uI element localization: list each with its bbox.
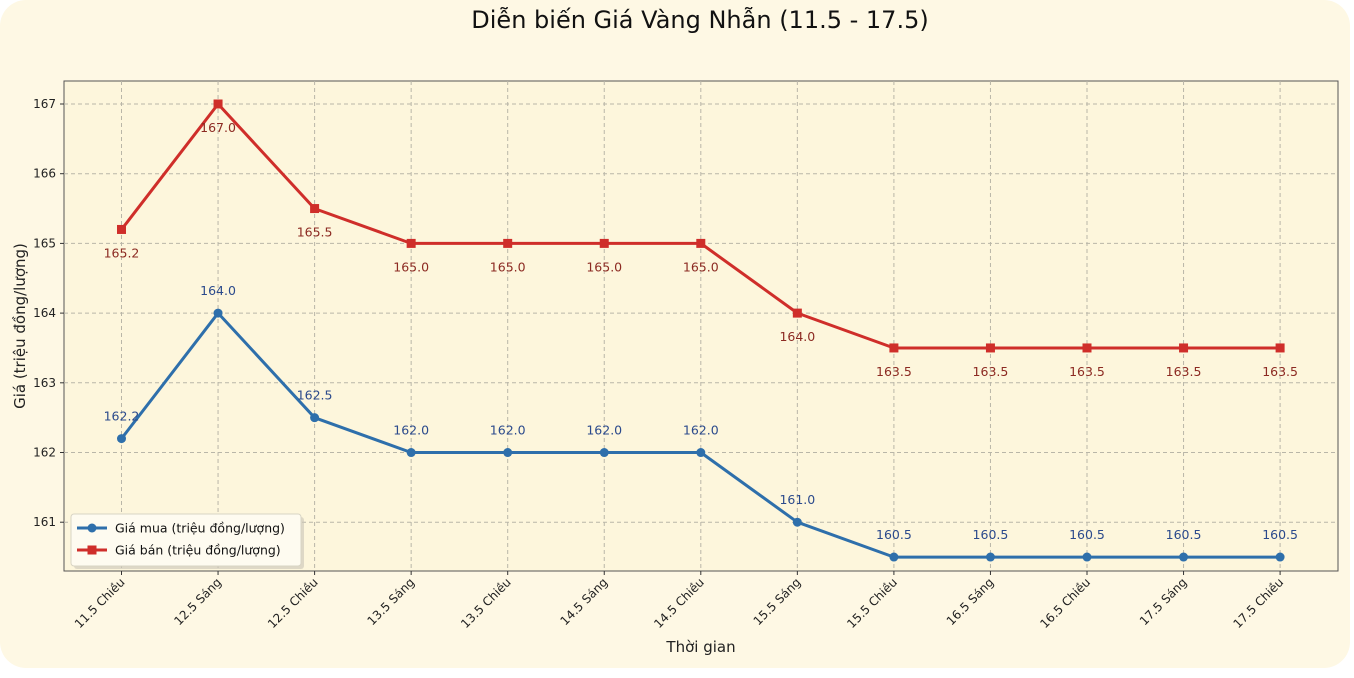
buy-data-label: 162.0 [393, 423, 429, 438]
x-tick-label: 16.5 Chiều [1037, 575, 1093, 631]
sell-data-label: 163.5 [973, 364, 1009, 379]
buy-data-label: 164.0 [200, 283, 236, 298]
sell-price-point [1275, 343, 1285, 353]
x-tick-label: 17.5 Sáng [1137, 575, 1190, 628]
sell-price-point [406, 238, 416, 248]
x-tick-label: 13.5 Chiều [458, 575, 514, 631]
x-axis-title: Thời gian [665, 638, 735, 656]
x-tick-label: 15.5 Chiều [844, 575, 900, 631]
sell-price-point [310, 204, 320, 214]
buy-price-point [985, 552, 995, 562]
y-tick-label: 161 [33, 515, 56, 529]
x-tick-label: 14.5 Sáng [558, 575, 611, 628]
buy-data-label: 160.5 [1166, 527, 1202, 542]
buy-data-label: 161.0 [779, 492, 815, 507]
legend-buy-label: Giá mua (triệu đồng/lượng) [115, 521, 285, 536]
sell-data-label: 165.0 [683, 259, 719, 274]
buy-data-label: 162.2 [104, 409, 140, 424]
sell-price-point [1179, 343, 1189, 353]
sell-data-label: 165.2 [104, 245, 140, 260]
sell-data-label: 163.5 [1069, 364, 1105, 379]
buy-price-point [1082, 552, 1092, 562]
buy-price-point [1275, 552, 1285, 562]
x-tick-label: 12.5 Chiều [265, 575, 321, 631]
sell-data-label: 165.0 [586, 259, 622, 274]
sell-data-label: 163.5 [876, 364, 912, 379]
sell-data-label: 165.5 [297, 225, 333, 240]
sell-data-label: 165.0 [490, 259, 526, 274]
sell-price-point [792, 308, 802, 318]
sell-price-point [889, 343, 899, 353]
x-tick-label: 13.5 Sáng [364, 575, 417, 628]
sell-price-point [696, 238, 706, 248]
legend-buy-marker [87, 523, 97, 533]
sell-data-label: 163.5 [1262, 364, 1298, 379]
x-tick-label: 11.5 Chiều [72, 575, 128, 631]
buy-price-point [792, 517, 802, 527]
legend-box [70, 513, 302, 567]
sell-price-point [599, 238, 609, 248]
legend-sell-marker [87, 545, 97, 555]
buy-data-label: 160.5 [876, 527, 912, 542]
buy-data-label: 160.5 [973, 527, 1009, 542]
sell-price-point [117, 224, 126, 234]
x-tick-label: 15.5 Sáng [751, 575, 804, 628]
buy-price-point [310, 413, 320, 423]
sell-price-point [1082, 343, 1092, 353]
buy-data-label: 160.5 [1262, 527, 1298, 542]
legend: Giá mua (triệu đồng/lượng) Giá bán (triệu… [70, 513, 304, 569]
buy-price-point [599, 448, 609, 458]
buy-data-label: 162.5 [297, 388, 333, 403]
buy-price-point [503, 448, 513, 458]
chart-title: Diễn biến Giá Vàng Nhẫn (11.5 - 17.5) [471, 5, 928, 34]
y-tick-label: 164 [33, 306, 56, 320]
buy-data-label: 162.0 [586, 423, 622, 438]
sell-data-label: 164.0 [779, 329, 815, 344]
y-axis-ticks: 161 162 163 164 165 166 167 [33, 97, 64, 529]
y-tick-label: 162 [33, 446, 56, 460]
buy-data-label: 162.0 [683, 423, 719, 438]
sell-price-point [213, 99, 223, 109]
x-tick-label: 12.5 Sáng [171, 575, 224, 628]
buy-price-point [117, 434, 126, 444]
buy-price-point [889, 552, 899, 562]
x-tick-label: 14.5 Chiều [651, 575, 707, 631]
sell-data-label: 163.5 [1166, 364, 1202, 379]
y-axis-title: Giá (triệu đồng/lượng) [11, 243, 29, 409]
y-tick-label: 163 [33, 376, 56, 390]
sell-data-label: 167.0 [200, 120, 236, 135]
y-tick-label: 166 [33, 167, 56, 181]
x-axis-ticks: 11.5 Chiều 12.5 Sáng 12.5 Chiều 13.5 Sáng 13… [72, 571, 1286, 631]
data-label-layer: 162.2 164.0 162.5 162.0 162.0 162.0 162.0 161.0… [104, 120, 1298, 542]
sell-price-point [503, 238, 513, 248]
buy-price-point [1179, 552, 1189, 562]
series-layer [117, 99, 1285, 562]
buy-price-point [213, 308, 223, 318]
buy-price-point [406, 448, 416, 458]
buy-data-label: 160.5 [1069, 527, 1105, 542]
sell-price-point [985, 343, 995, 353]
legend-sell-label: Giá bán (triệu đồng/lượng) [115, 543, 281, 558]
y-tick-label: 167 [33, 97, 56, 111]
buy-data-label: 162.0 [490, 423, 526, 438]
buy-price-point [696, 448, 706, 458]
sell-data-label: 165.0 [393, 259, 429, 274]
x-tick-label: 17.5 Chiều [1230, 575, 1286, 631]
x-tick-label: 16.5 Sáng [944, 575, 997, 628]
y-tick-label: 165 [33, 236, 56, 250]
